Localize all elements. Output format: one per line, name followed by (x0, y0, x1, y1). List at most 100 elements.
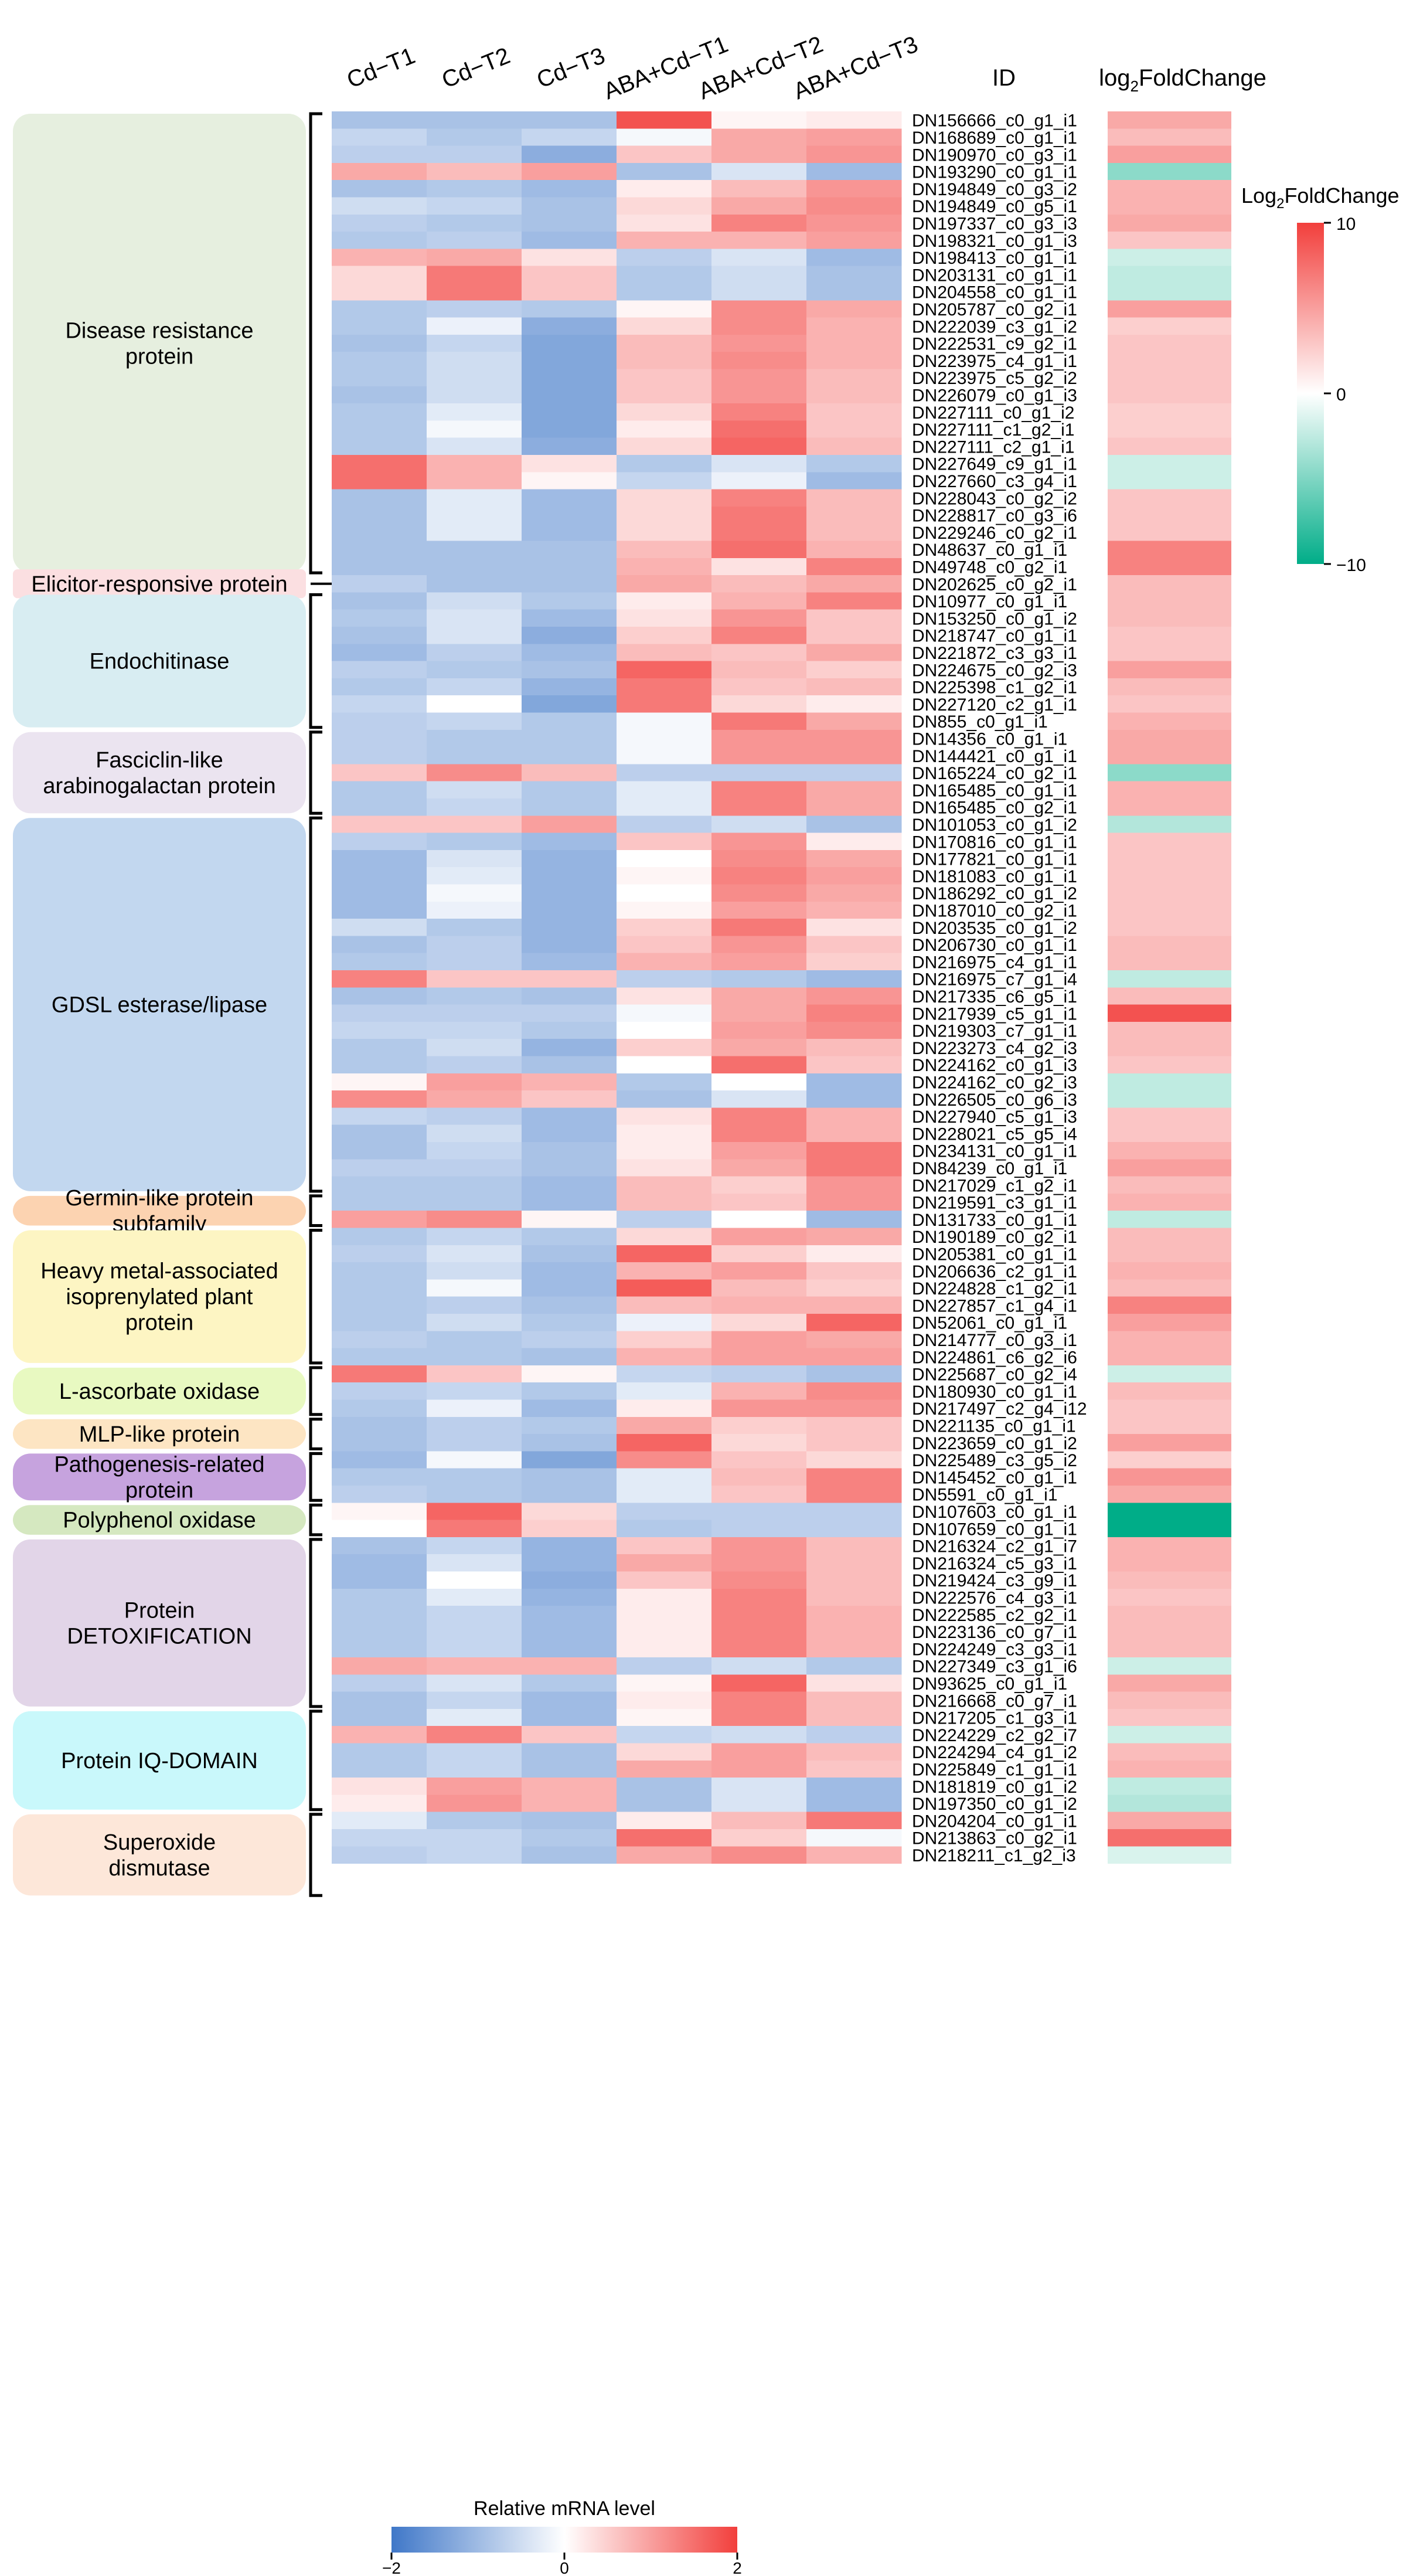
heat-cell (427, 1503, 522, 1521)
fc-cell (1108, 1348, 1231, 1366)
column-header: Cd−T2 (438, 43, 514, 93)
heat-cell (711, 249, 807, 267)
heat-cell (522, 781, 617, 799)
heat-cell (332, 1193, 427, 1211)
heat-cell (806, 1021, 902, 1039)
gene-id-label: DN84239_c0_g1_i1 (912, 1159, 1067, 1178)
gene-id-label: DN222585_c2_g2_i1 (912, 1606, 1077, 1625)
heat-cell (617, 558, 712, 576)
gene-id-label: DN205381_c0_g1_i1 (912, 1245, 1077, 1264)
gene-id-label: DN223975_c5_g2_i2 (912, 369, 1077, 388)
heat-cell (332, 1228, 427, 1246)
fc-cell (1108, 919, 1231, 936)
gene-id-label: DN181819_c0_g1_i2 (912, 1778, 1077, 1797)
heat-cell (332, 180, 427, 198)
heat-cell (711, 695, 807, 713)
heat-cell (711, 1623, 807, 1641)
heat-cell (522, 1176, 617, 1194)
gene-id-label: DN205787_c0_g2_i1 (912, 300, 1077, 320)
heat-cell (806, 180, 902, 198)
heat-cell (617, 1348, 712, 1366)
heat-cell (711, 644, 807, 662)
group-box (13, 1814, 306, 1896)
heat-cell (522, 1537, 617, 1555)
heat-cell (427, 832, 522, 851)
group-bracket (309, 112, 322, 575)
heat-cell (806, 1039, 902, 1057)
heat-cell (427, 884, 522, 902)
heat-cell (711, 678, 807, 696)
fc-cell (1108, 592, 1231, 610)
heat-cell (522, 1416, 617, 1435)
fc-cell (1108, 334, 1231, 352)
heat-cell (711, 1657, 807, 1675)
heat-cell (617, 1142, 712, 1160)
heat-cell (806, 1846, 902, 1864)
heat-cell (332, 283, 427, 301)
gene-id-label: DN221872_c3_g3_i1 (912, 644, 1077, 663)
gene-id-label: DN93625_c0_g1_i1 (912, 1674, 1067, 1694)
heat-cell (427, 1606, 522, 1623)
heat-cell (806, 1778, 902, 1795)
fc-cell (1108, 1691, 1231, 1710)
heat-cell (617, 678, 712, 696)
gene-id-label: DN213863_c0_g2_i1 (912, 1829, 1077, 1848)
column-header: Cd−T1 (343, 43, 419, 93)
fc-cell (1108, 849, 1231, 868)
heat-cell (806, 300, 902, 318)
heat-cell (427, 1107, 522, 1126)
heat-cell (332, 1296, 427, 1314)
heat-cell (332, 128, 427, 147)
heat-cell (522, 747, 617, 764)
gene-id-label: DN225398_c1_g2_i1 (912, 678, 1077, 698)
heat-cell (522, 180, 617, 198)
heat-cell (332, 352, 427, 370)
heat-cell (806, 111, 902, 129)
heat-cell (617, 592, 712, 610)
heat-cell (427, 180, 522, 198)
heat-cell (427, 1279, 522, 1297)
heat-cell (711, 128, 807, 147)
heat-cell (711, 712, 807, 730)
heat-cell (427, 747, 522, 764)
heat-cell (427, 1451, 522, 1469)
fc-cell (1108, 884, 1231, 902)
gene-id-label: DN224675_c0_g2_i3 (912, 661, 1077, 680)
heat-cell (522, 1228, 617, 1246)
gene-id-label: DN5591_c0_g1_i1 (912, 1486, 1058, 1505)
heat-cell (332, 1760, 427, 1778)
heat-cell (711, 575, 807, 593)
heat-cell (522, 1382, 617, 1401)
heat-cell (617, 1537, 712, 1555)
heat-cell (522, 249, 617, 267)
heat-cell (806, 1211, 902, 1229)
heat-cell (332, 111, 427, 129)
heat-cell (711, 1124, 807, 1143)
fc-cell (1108, 1623, 1231, 1641)
gene-id-label: DN216975_c7_g1_i4 (912, 970, 1077, 990)
heat-cell (806, 1795, 902, 1813)
heat-cell (711, 541, 807, 559)
gene-id-label: DN197350_c0_g1_i2 (912, 1795, 1077, 1814)
heat-cell (427, 695, 522, 713)
fc-cell (1108, 386, 1231, 404)
heat-cell (617, 1451, 712, 1469)
heat-cell (806, 867, 902, 885)
gene-id-label: DN217497_c2_g4_i12 (912, 1399, 1087, 1419)
group-label: DETOXIFICATION (67, 1624, 251, 1649)
heat-cell (522, 1795, 617, 1813)
heat-cell (711, 1606, 807, 1623)
heat-cell (332, 815, 427, 834)
fc-cell (1108, 867, 1231, 885)
mrna-legend-tick-mid: 0 (560, 2559, 569, 2576)
heat-cell (806, 661, 902, 679)
heat-cell (522, 970, 617, 988)
gene-id-label: DN221135_c0_g1_i1 (912, 1416, 1076, 1436)
heat-cell (522, 1004, 617, 1022)
gene-id-label: DN170816_c0_g1_i1 (912, 832, 1077, 852)
group-box (13, 818, 306, 1191)
heat-cell (427, 455, 522, 473)
heat-cell (332, 1073, 427, 1091)
heat-cell (806, 1434, 902, 1452)
heat-cell (806, 1142, 902, 1160)
